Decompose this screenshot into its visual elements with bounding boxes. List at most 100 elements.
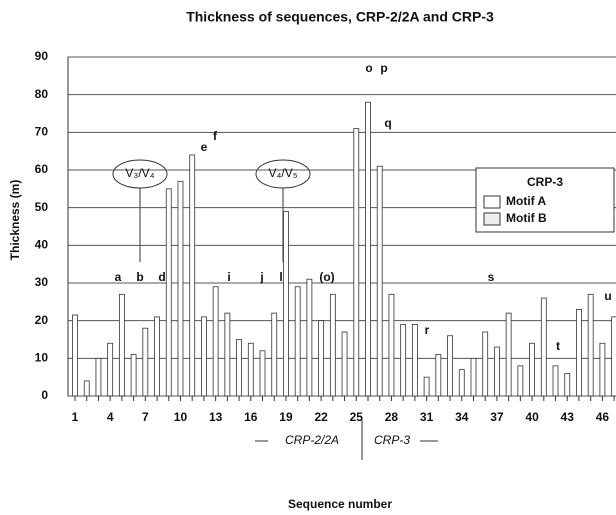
bar [517, 365, 524, 397]
annotation: V₄/V₅ [268, 166, 297, 180]
group-label: CRP-2/2A [285, 433, 339, 447]
annotation: l [279, 270, 282, 284]
bar [365, 101, 371, 397]
bar [189, 154, 196, 397]
x-tick-label: 43 [561, 410, 575, 424]
bar [587, 293, 594, 397]
bar [341, 331, 348, 397]
bar [259, 350, 266, 397]
x-tick-label: 25 [350, 410, 364, 424]
bar [224, 312, 231, 397]
annotation: t [556, 339, 560, 353]
x-tick-label: 4 [107, 410, 114, 424]
legend-label: Motif B [506, 211, 547, 225]
bar [470, 357, 477, 397]
x-tick-label: 19 [279, 410, 293, 424]
y-tick-label: 0 [41, 388, 48, 402]
x-tick-label: 16 [244, 410, 258, 424]
y-tick-label: 10 [35, 351, 49, 365]
bar [95, 357, 102, 397]
annotation: V₃/V₄ [125, 166, 154, 180]
x-tick-label: 34 [455, 410, 469, 424]
y-tick-label: 20 [35, 313, 49, 327]
y-tick-label: 30 [35, 275, 49, 289]
y-tick-label: 50 [35, 200, 49, 214]
bar [599, 342, 606, 397]
bar [552, 365, 559, 397]
annotation: s [488, 270, 495, 284]
bar [118, 293, 125, 397]
bar [400, 324, 407, 397]
bar [306, 278, 313, 397]
legend-label: Motif A [506, 194, 547, 208]
annotation: b [136, 270, 143, 284]
bar [329, 293, 336, 397]
x-tick-label: 10 [174, 410, 188, 424]
x-tick-label: 46 [596, 410, 610, 424]
group-label: CRP-3 [374, 433, 410, 447]
bar [494, 346, 500, 397]
bar [505, 312, 512, 397]
bar [458, 369, 465, 397]
bar [201, 316, 207, 397]
y-tick-label: 70 [35, 125, 49, 139]
bar [447, 335, 453, 397]
annotation: o [365, 61, 372, 75]
bar [318, 320, 325, 397]
bar [154, 316, 160, 397]
y-tick-label: 60 [35, 162, 49, 176]
bar [540, 297, 547, 397]
bar [529, 342, 535, 397]
bar [388, 293, 395, 397]
bar [247, 342, 254, 397]
bar [107, 342, 114, 397]
legend-swatch [483, 212, 501, 226]
legend-title: CRP-3 [527, 175, 563, 189]
bar [72, 314, 78, 397]
legend-swatch [483, 195, 501, 209]
annotation: f [213, 129, 218, 143]
y-tick-label: 40 [35, 238, 49, 252]
bar [83, 380, 90, 397]
bar [294, 286, 301, 397]
annotation: a [115, 270, 122, 284]
x-tick-label: 37 [490, 410, 504, 424]
annotation: r [425, 323, 430, 337]
y-tick-label: 90 [35, 49, 49, 63]
bar [482, 331, 489, 397]
x-tick-label: 31 [420, 410, 434, 424]
x-axis-label: Sequence number [288, 497, 392, 511]
x-tick-label: 13 [209, 410, 223, 424]
x-tick-label: 40 [525, 410, 539, 424]
x-tick-label: 7 [142, 410, 149, 424]
bar [611, 316, 616, 397]
bar [142, 327, 149, 397]
bar [212, 286, 219, 397]
y-tick-label: 80 [35, 87, 49, 101]
annotation: i [227, 270, 230, 284]
bar [376, 165, 383, 397]
bar [576, 308, 582, 397]
annotation: q [384, 116, 391, 130]
annotation: j [259, 270, 263, 284]
annotation: (o) [319, 270, 334, 284]
bar [236, 339, 242, 397]
bar [283, 211, 289, 397]
bar [130, 354, 137, 397]
annotation: u [604, 289, 611, 303]
x-tick-label: 22 [314, 410, 328, 424]
bar [423, 376, 430, 397]
annotation: e [201, 140, 208, 154]
bar [177, 180, 184, 397]
chart-title: Thickness of sequences, CRP-2/2A and CRP… [186, 9, 494, 25]
x-tick-label: 1 [72, 410, 79, 424]
bar [435, 354, 442, 397]
annotation: d [158, 270, 165, 284]
bar [411, 324, 418, 397]
bar [271, 312, 278, 397]
x-tick-label: 28 [385, 410, 399, 424]
annotation: p [380, 61, 387, 75]
y-axis-label: Thickness (m) [8, 180, 22, 261]
bar [165, 188, 172, 397]
